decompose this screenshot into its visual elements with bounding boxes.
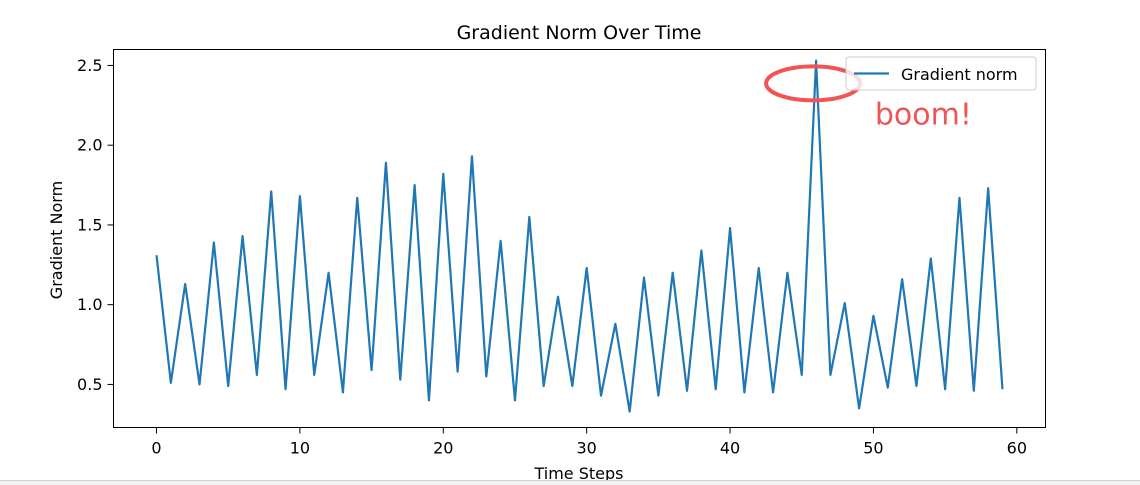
- y-tick-label: 2.5: [77, 56, 102, 75]
- x-tick-label: 10: [290, 439, 310, 458]
- x-tick-label: 50: [863, 439, 883, 458]
- x-tick-label: 30: [576, 439, 596, 458]
- legend-box: [845, 56, 1037, 91]
- window-bottom-edge: [0, 480, 1140, 485]
- x-tick-label: 20: [433, 439, 453, 458]
- y-tick-label: 0.5: [77, 375, 102, 394]
- legend: Gradient norm: [845, 56, 1037, 91]
- y-axis-label: Gradient Norm: [47, 181, 66, 299]
- y-axis: 0.5 1.0 1.5 2.0 2.5: [77, 56, 114, 394]
- y-tick-label: 1.5: [77, 215, 102, 234]
- y-tick-label: 1.0: [77, 295, 102, 314]
- x-tick-label: 40: [720, 439, 740, 458]
- x-tick-label: 60: [1007, 439, 1027, 458]
- annotation-label: boom!: [875, 97, 972, 132]
- x-axis: 0 10 20 30 40 50 60: [151, 427, 1027, 458]
- x-axis-label: Time Steps: [533, 464, 623, 483]
- legend-label-gradient-norm: Gradient norm: [901, 65, 1018, 84]
- annotations: boom!: [764, 64, 972, 132]
- chart-title: Gradient Norm Over Time: [457, 22, 702, 44]
- y-tick-label: 2.0: [77, 136, 102, 155]
- series-line-gradient-norm: [155, 59, 1004, 413]
- x-tick-label: 0: [151, 439, 161, 458]
